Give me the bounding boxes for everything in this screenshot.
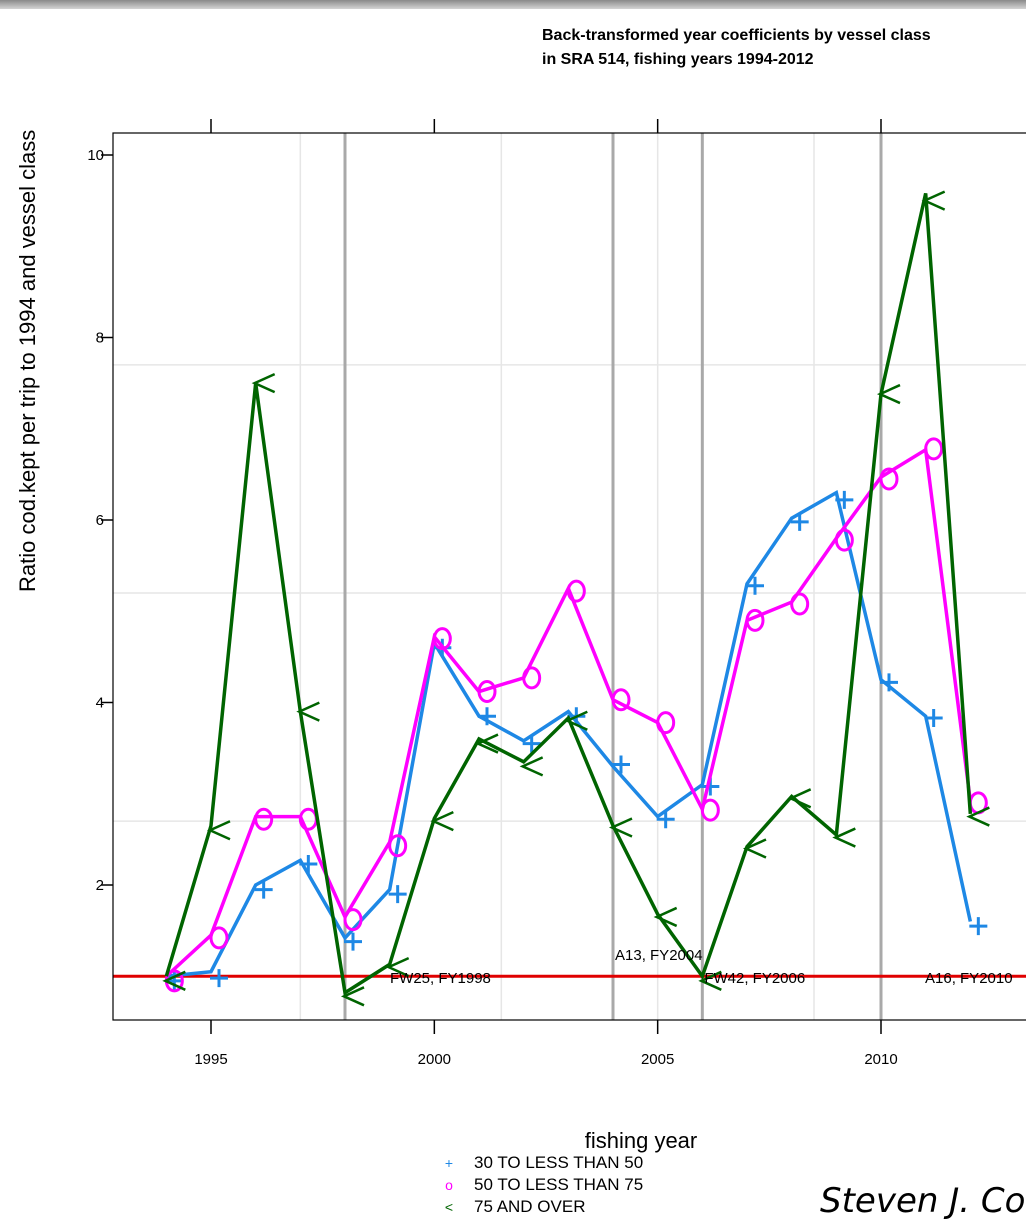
series-3-point	[206, 820, 231, 841]
plot-frame	[112, 132, 1026, 1021]
legend-symbol: +	[445, 1155, 453, 1171]
legend-symbol: o	[445, 1177, 453, 1193]
legend-symbol: <	[445, 1199, 453, 1215]
regulation-label: FW42, FY2006	[704, 970, 805, 987]
top-border-bar	[0, 0, 1026, 9]
author-name: Steven J. Correia	[820, 1181, 1026, 1221]
chart-title-line1: Back-transformed year coefficients by ve…	[542, 27, 931, 44]
series-1-point	[522, 734, 541, 753]
series-1-point	[299, 855, 318, 874]
series-1-point	[254, 880, 273, 899]
series-1-point	[790, 512, 809, 531]
regulation-label: FW25, FY1998	[390, 970, 491, 987]
legend-label: 75 AND OVER	[474, 1197, 586, 1216]
series-3-point	[162, 970, 186, 991]
series-2-point	[388, 834, 408, 858]
series-3-point	[251, 372, 276, 394]
series-3-point	[296, 701, 320, 722]
series-2-point	[656, 711, 676, 735]
legend-label: 30 TO LESS THAN 50	[474, 1153, 643, 1172]
series-1-point	[746, 576, 764, 595]
series-1-point	[478, 707, 496, 726]
series-1-point	[969, 917, 988, 936]
series-3-point	[698, 970, 722, 991]
series-1-point	[835, 490, 854, 509]
series-2-point	[790, 592, 810, 616]
series-3-point	[519, 756, 544, 777]
chart-title-line2: in SRA 514, fishing years 1994-2012	[542, 51, 814, 68]
series-2-point	[879, 467, 899, 491]
legend-label: 50 TO LESS THAN 75	[474, 1175, 643, 1194]
x-tick-label: 2010	[864, 1051, 897, 1068]
series-2-point	[700, 798, 720, 822]
series-2-point	[209, 926, 229, 950]
y-tick-label: 10	[87, 147, 104, 164]
series-2-point	[611, 688, 631, 712]
series-3-point	[921, 190, 946, 211]
series-3-point	[966, 806, 990, 827]
series-3-point	[564, 710, 588, 731]
series-2-point	[477, 680, 497, 704]
series-3-point	[787, 788, 812, 809]
series-3-point	[608, 817, 633, 838]
regulation-label: A16, FY2010	[925, 970, 1013, 987]
y-tick-label: 2	[96, 877, 104, 894]
x-tick-label: 2000	[418, 1051, 451, 1068]
series-3-point	[742, 838, 767, 859]
series-2-point	[522, 666, 542, 690]
series-1-point	[924, 709, 943, 728]
series-2-point	[924, 437, 944, 461]
series-3-point	[474, 733, 499, 754]
x-axis-label: fishing year	[585, 1128, 698, 1153]
y-tick-label: 8	[96, 330, 104, 347]
series-3-point	[653, 906, 678, 928]
series-3-point	[385, 956, 410, 978]
regulation-label: A13, FY2004	[615, 947, 703, 964]
series-1-point	[880, 673, 898, 692]
series-1-point	[210, 969, 228, 988]
series-2-point	[834, 528, 854, 552]
y-tick-label: 4	[96, 695, 104, 712]
series-3-point	[832, 827, 856, 848]
y-axis-label: Ratio cod.kept per trip to 1994 and vess…	[15, 130, 40, 592]
series-2-point	[566, 579, 586, 603]
series-3-point	[430, 810, 454, 832]
series-2-point	[745, 608, 765, 632]
series-2-point	[254, 807, 274, 831]
series-1-point	[388, 885, 407, 904]
series-1-point	[612, 755, 630, 774]
series-1-point	[656, 810, 675, 829]
y-tick-label: 6	[96, 512, 104, 529]
series-3-point	[876, 383, 901, 405]
x-tick-label: 1995	[194, 1051, 227, 1068]
series-3-point	[340, 986, 365, 1007]
series-2-point	[343, 908, 363, 932]
series-1-point	[344, 932, 362, 951]
series-2-point	[432, 627, 452, 651]
series-line-1	[166, 489, 973, 978]
x-tick-label: 2005	[641, 1051, 674, 1068]
